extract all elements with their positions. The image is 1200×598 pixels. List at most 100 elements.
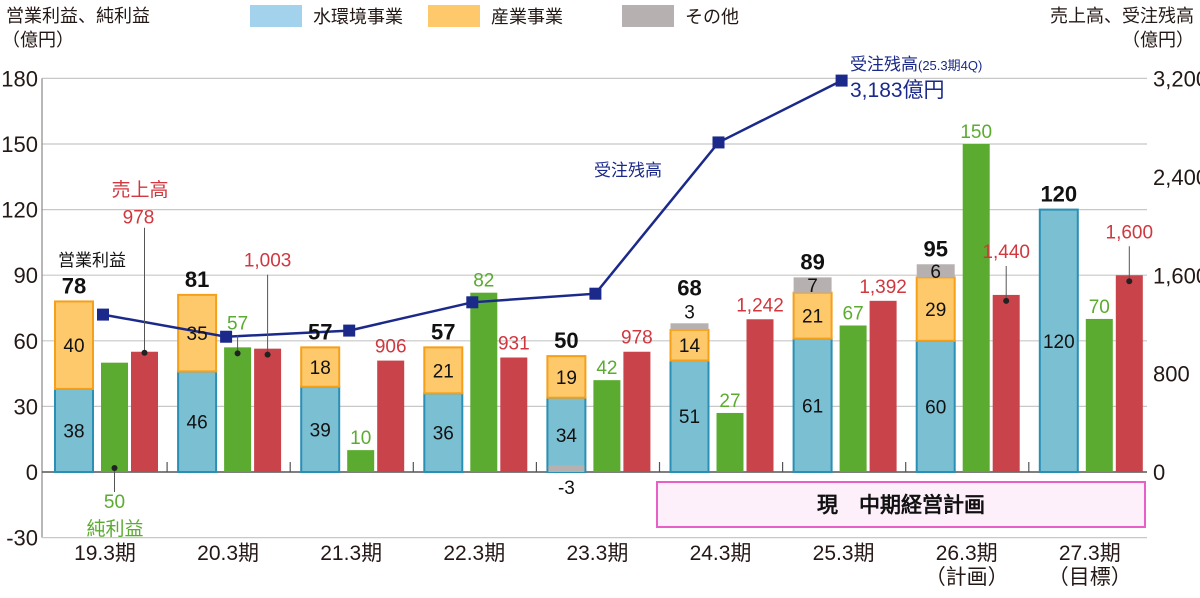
- bar-sales: [254, 348, 282, 472]
- label-net-profit: 70: [1089, 297, 1110, 318]
- data-labels: 38407850978463581571,0033918571090636215…: [62, 122, 1153, 513]
- bar-net-profit: [101, 362, 128, 472]
- label-operating-total: 68: [677, 275, 701, 300]
- bar-industry: [300, 346, 341, 388]
- bar-sales: [377, 360, 405, 472]
- category-sublabel: （計画）: [925, 566, 1009, 589]
- label-sales: 978: [621, 328, 653, 349]
- left-tick-label: 120: [1, 198, 38, 223]
- category-label: 23.3期: [566, 542, 628, 565]
- bar-sales: [746, 319, 774, 472]
- axis-ticks: 180 150 120 90 60 30 0 -30 3,200 2,400 1,600 800 0 19…: [1, 66, 1200, 589]
- label-other: -3: [558, 478, 575, 499]
- label-operating-total: 120: [1040, 182, 1077, 207]
- backlog-point-marker: [97, 308, 109, 321]
- right-tick-label: 0: [1153, 460, 1165, 485]
- bar-other: [548, 465, 585, 472]
- label-industry: 21: [433, 361, 454, 382]
- label-net-profit: 42: [596, 358, 617, 379]
- leader-dot: [1003, 297, 1010, 304]
- label-industry: 21: [802, 307, 823, 328]
- annotation-backlog: 受注残高: [594, 161, 662, 180]
- leader-dot: [111, 465, 118, 471]
- category-sublabel: （目標）: [1048, 566, 1132, 589]
- bar-industry: [54, 300, 94, 390]
- label-net-profit: 67: [843, 303, 864, 324]
- bar-net-profit: [224, 347, 252, 472]
- label-net-profit: 50: [104, 492, 125, 513]
- label-industry: 35: [187, 324, 208, 345]
- plan-box: 現 中期経営計画: [656, 481, 1146, 528]
- category-label: 27.3期: [1059, 542, 1121, 565]
- label-water: 39: [310, 420, 331, 441]
- bar-industry: [423, 346, 464, 395]
- label-sales: 1,242: [736, 295, 784, 316]
- label-water: 34: [556, 426, 578, 447]
- bar-net-profit: [716, 412, 744, 472]
- right-tick-label: 800: [1153, 362, 1190, 387]
- label-operating-total: 95: [923, 236, 947, 261]
- label-operating-total: 57: [431, 319, 455, 344]
- right-tick-label: 2,400: [1153, 165, 1200, 190]
- label-operating-total: 89: [800, 249, 824, 274]
- bar-industry: [915, 276, 956, 342]
- bars: [54, 144, 1143, 474]
- leader-dot: [234, 350, 241, 357]
- label-sales: 978: [123, 208, 155, 229]
- bar-net-profit: [593, 380, 621, 472]
- label-net-profit: 27: [719, 391, 740, 412]
- bar-net-profit: [1085, 318, 1113, 472]
- bar-water: [1038, 208, 1079, 473]
- left-axis-title: 営業利益、純利益 （億円）: [2, 6, 150, 50]
- bar-net-profit: [470, 292, 498, 472]
- label-operating-total: 81: [185, 267, 209, 292]
- backlog-point-marker: [589, 287, 602, 300]
- plan-box-label: 現 中期経営計画: [817, 493, 985, 517]
- left-tick-label: 30: [14, 394, 38, 419]
- right-axis-title-line1: 売上高、受注残高: [1050, 6, 1194, 26]
- category-label: 25.3期: [813, 542, 875, 565]
- annotation-net-profit: 純利益: [86, 518, 143, 540]
- left-tick-label: 60: [14, 329, 38, 354]
- left-tick-label: 180: [1, 66, 38, 91]
- legend-swatch-industry: [428, 5, 480, 27]
- left-tick-label: 150: [1, 132, 38, 157]
- label-net-profit: 57: [227, 313, 248, 334]
- label-water: 36: [433, 424, 454, 445]
- bar-sales: [623, 351, 651, 472]
- label-other: 6: [930, 262, 941, 283]
- category-label: 24.3期: [690, 542, 752, 565]
- annotation-operating-profit: 営業利益: [58, 251, 126, 270]
- category-label: 26.3期: [936, 542, 998, 565]
- backlog-point-marker: [220, 330, 233, 343]
- annotation-backlog-latest-title: 受注残高(25.3期4Q): [850, 55, 982, 74]
- label-net-profit: 82: [473, 271, 494, 292]
- bar-sales: [869, 300, 897, 472]
- right-tick-label: 3,200: [1153, 67, 1200, 92]
- right-tick-label: 1,600: [1153, 263, 1200, 288]
- bar-other: [793, 277, 832, 293]
- legend: 水環境事業 産業事業 その他: [250, 5, 739, 27]
- bar-industry: [669, 328, 710, 362]
- label-industry: 14: [679, 336, 701, 357]
- leader-dot: [264, 351, 271, 358]
- left-tick-label: 0: [26, 460, 38, 485]
- left-axis-title-line2: （億円）: [2, 30, 74, 50]
- bar-industry: [546, 355, 587, 399]
- plan-box-frame: [656, 481, 1146, 528]
- bar-net-profit: [962, 144, 990, 472]
- category-label: 21.3期: [320, 542, 382, 565]
- label-water: 60: [925, 397, 946, 418]
- bar-sales: [1115, 275, 1143, 472]
- label-net-profit: 150: [960, 122, 992, 143]
- backlog-point-marker: [343, 324, 356, 337]
- annotations: 営業利益 売上高 純利益 受注残高 受注残高(25.3期4Q) 3,183億円: [58, 55, 982, 540]
- bar-water: [177, 370, 218, 473]
- label-net-profit: 10: [350, 428, 371, 449]
- label-other: 7: [807, 276, 818, 297]
- bar-net-profit: [347, 450, 375, 472]
- label-industry: 18: [310, 358, 331, 379]
- leader-dot: [141, 349, 148, 356]
- label-sales: 931: [498, 334, 530, 355]
